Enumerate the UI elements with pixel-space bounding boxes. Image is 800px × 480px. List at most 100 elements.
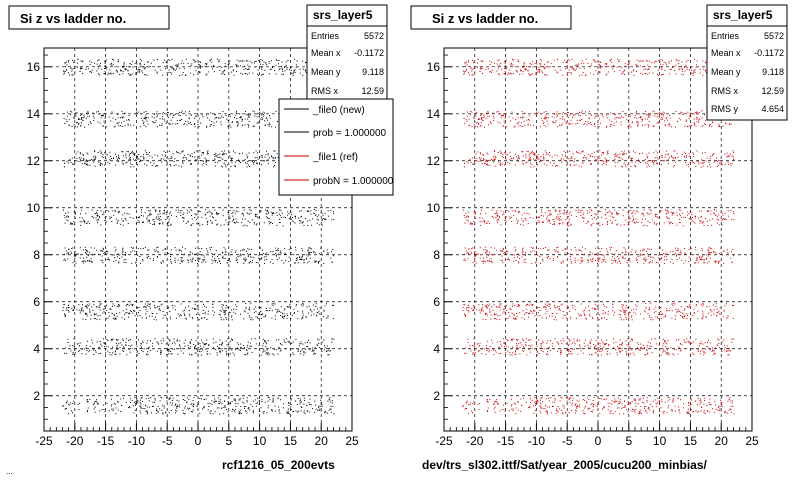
scatter-point xyxy=(584,314,586,316)
scatter-point xyxy=(302,68,304,70)
scatter-point xyxy=(626,318,627,320)
scatter-point xyxy=(717,409,719,411)
scatter-point xyxy=(579,262,581,264)
scatter-point xyxy=(101,255,103,257)
scatter-point xyxy=(724,305,726,307)
scatter-point xyxy=(114,317,116,319)
scatter-point xyxy=(560,350,562,351)
scatter-point xyxy=(634,398,636,400)
scatter-point xyxy=(542,351,544,353)
scatter-point xyxy=(169,397,171,399)
scatter-point xyxy=(248,407,250,408)
scatter-point xyxy=(274,315,276,317)
scatter-point xyxy=(244,73,246,75)
scatter-point xyxy=(252,411,254,413)
scatter-point xyxy=(653,308,655,310)
scatter-point xyxy=(467,342,469,343)
scatter-point xyxy=(688,256,690,258)
scatter-point xyxy=(124,69,126,71)
scatter-point xyxy=(177,152,179,154)
scatter-point xyxy=(264,401,266,403)
scatter-point xyxy=(95,313,97,315)
scatter-point xyxy=(709,251,711,253)
scatter-point xyxy=(719,260,721,262)
scatter-point xyxy=(278,339,280,341)
scatter-point xyxy=(704,400,706,401)
scatter-point xyxy=(235,63,237,65)
scatter-point xyxy=(640,343,642,345)
scatter-point xyxy=(320,247,322,249)
scatter-point xyxy=(73,211,75,213)
scatter-point xyxy=(230,126,232,128)
scatter-point xyxy=(68,413,69,415)
scatter-point xyxy=(176,65,178,67)
scatter-point xyxy=(115,407,117,409)
scatter-point xyxy=(219,401,221,403)
scatter-point xyxy=(607,313,609,315)
scatter-point xyxy=(214,253,216,255)
scatter-point xyxy=(122,73,124,75)
scatter-point xyxy=(238,411,240,413)
scatter-point xyxy=(77,119,79,120)
scatter-point xyxy=(312,347,314,349)
scatter-point xyxy=(204,305,205,307)
scatter-point xyxy=(126,312,128,314)
scatter-point xyxy=(174,247,176,249)
scatter-point xyxy=(111,216,113,218)
scatter-point xyxy=(268,223,270,225)
scatter-point xyxy=(211,403,213,405)
scatter-point xyxy=(516,347,518,349)
scatter-point xyxy=(321,213,323,215)
scatter-point xyxy=(98,347,100,349)
scatter-point xyxy=(91,253,93,255)
scatter-point xyxy=(159,118,161,120)
scatter-point xyxy=(197,213,199,215)
scatter-point xyxy=(514,318,516,320)
scatter-point xyxy=(603,344,605,346)
scatter-point xyxy=(502,312,504,314)
scatter-point xyxy=(329,397,331,399)
scatter-point xyxy=(72,403,74,404)
scatter-point xyxy=(249,261,251,263)
scatter-point xyxy=(191,402,193,404)
scatter-point xyxy=(290,218,292,220)
scatter-point xyxy=(267,352,269,354)
scatter-point xyxy=(613,342,615,344)
scatter-point xyxy=(207,403,209,405)
scatter-point xyxy=(295,66,297,68)
scatter-point xyxy=(300,410,302,412)
scatter-point xyxy=(258,116,260,118)
scatter-point xyxy=(248,121,250,122)
scatter-point xyxy=(614,311,615,313)
scatter-point xyxy=(217,397,219,399)
scatter-point xyxy=(511,404,513,406)
scatter-point xyxy=(115,119,117,120)
scatter-point xyxy=(560,351,562,353)
scatter-point xyxy=(563,405,565,407)
scatter-point xyxy=(75,153,77,155)
scatter-point xyxy=(718,405,720,407)
scatter-point xyxy=(721,404,723,406)
scatter-point xyxy=(720,313,722,315)
scatter-point xyxy=(195,70,197,72)
scatter-point xyxy=(511,408,513,410)
scatter-point xyxy=(206,153,208,155)
scatter-point xyxy=(299,401,301,403)
scatter-point xyxy=(209,249,211,251)
scatter-point xyxy=(100,151,102,153)
scatter-point xyxy=(267,162,269,164)
scatter-point xyxy=(67,252,69,253)
scatter-point xyxy=(498,353,500,354)
scatter-point xyxy=(288,402,290,404)
scatter-point xyxy=(277,247,279,249)
scatter-point xyxy=(123,220,125,222)
left-stat-label-meanx: Mean x xyxy=(311,48,341,58)
scatter-point xyxy=(290,252,292,254)
scatter-point xyxy=(261,60,263,61)
scatter-point xyxy=(487,401,489,403)
scatter-point xyxy=(80,125,82,127)
scatter-point xyxy=(92,112,94,114)
scatter-point xyxy=(525,341,527,343)
scatter-point xyxy=(200,160,202,161)
scatter-point xyxy=(140,159,141,161)
